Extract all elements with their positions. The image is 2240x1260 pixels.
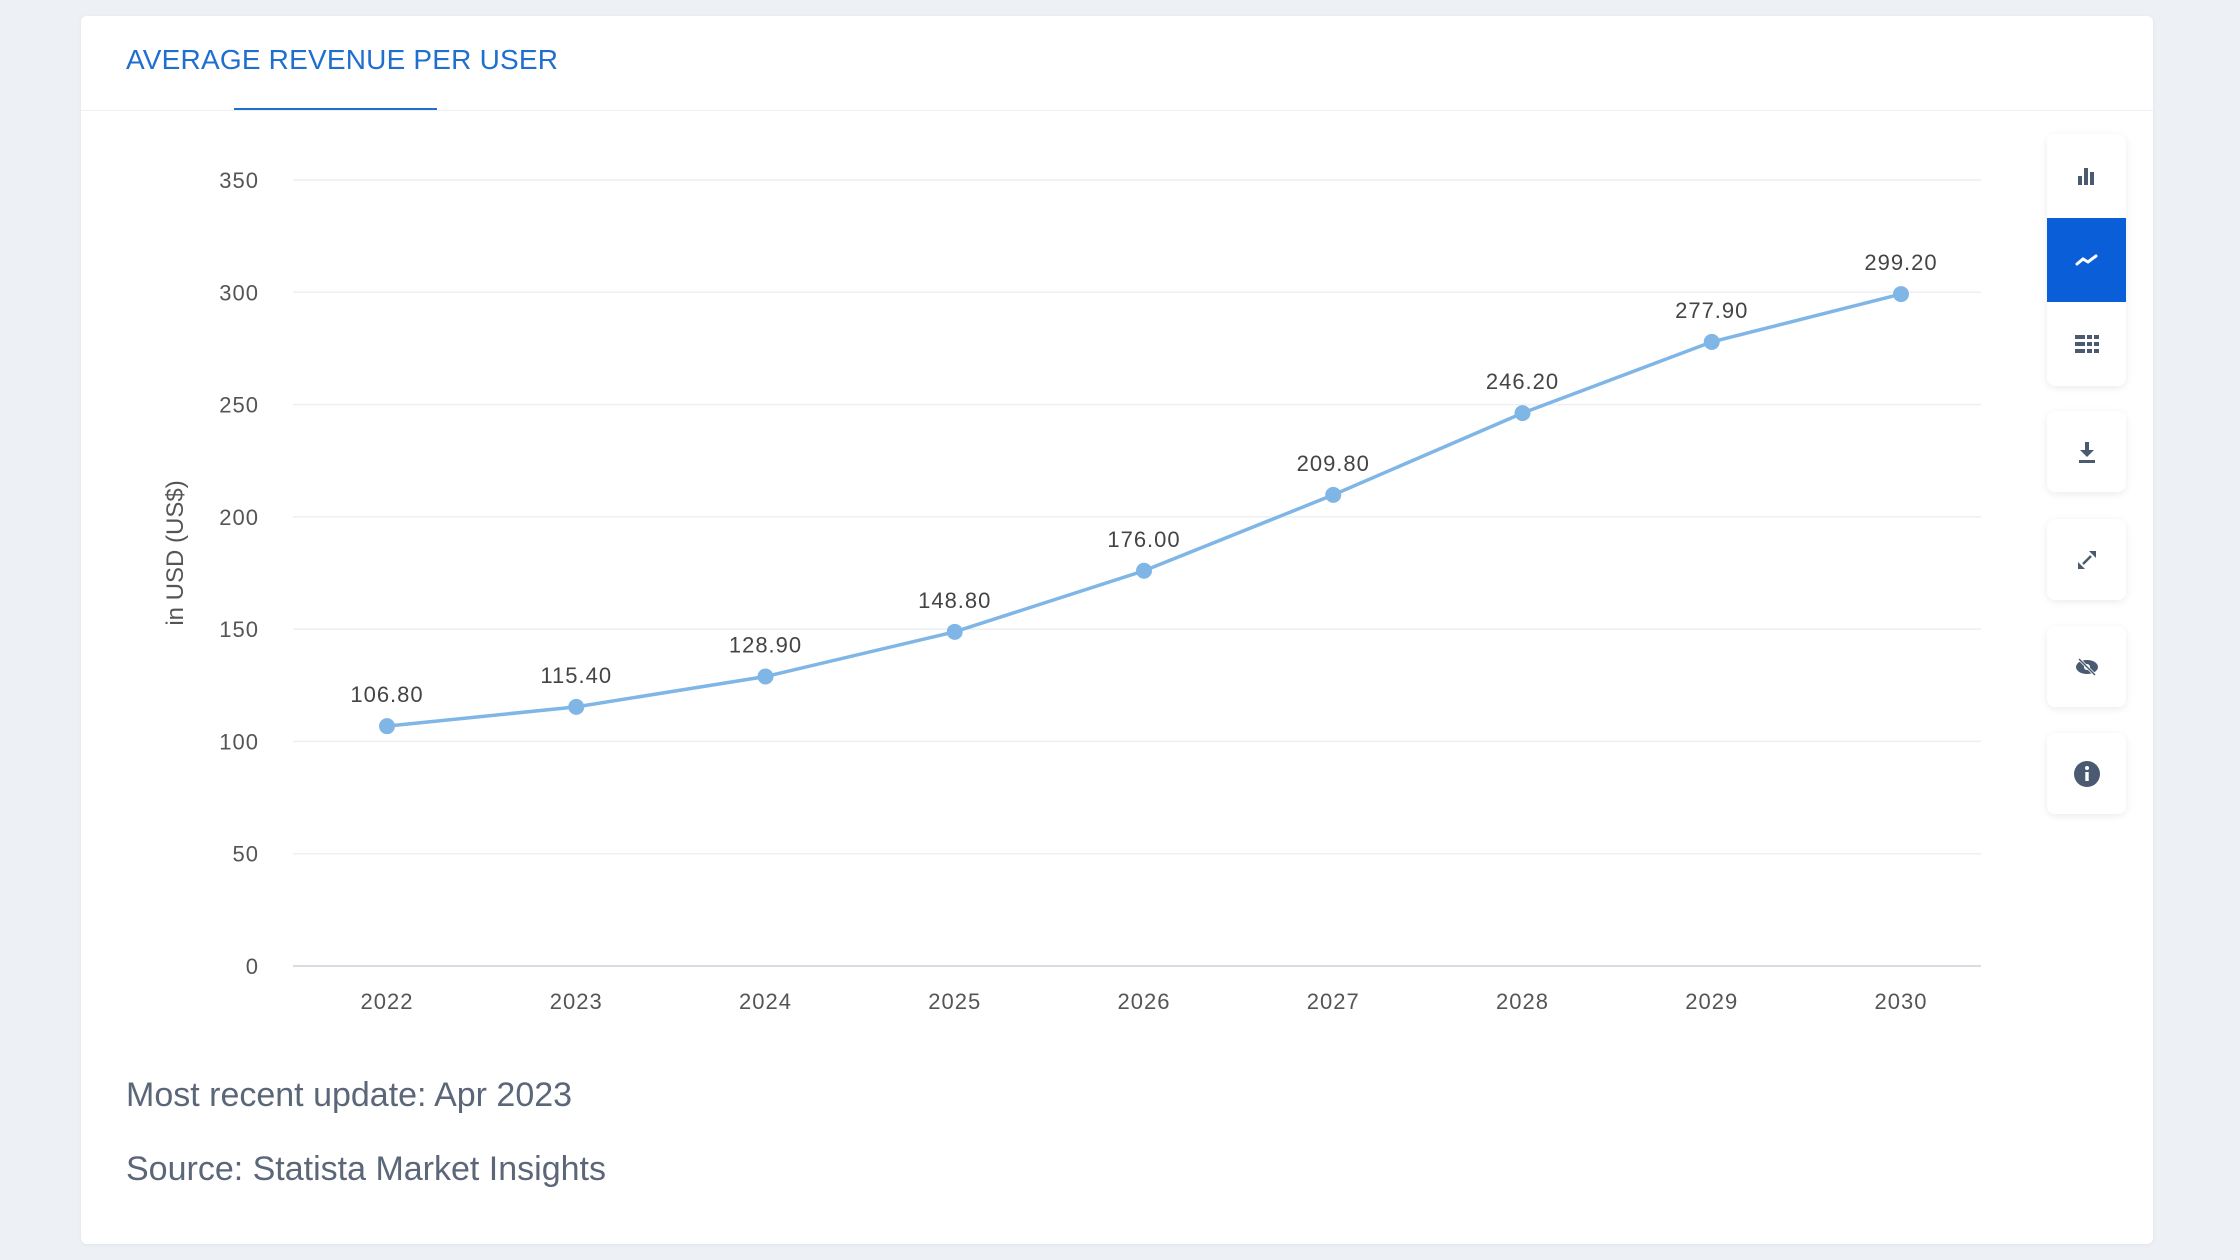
series-line [386,292,1902,728]
y-tick-label: 250 [219,393,259,418]
line-chart: 0 50 100 150 200 250 300 350 2022 2023 2024 2025 202… [162,168,1981,1014]
data-point [1703,333,1720,350]
data-point [757,668,774,685]
chart-type-group [2047,134,2126,386]
x-tick-label: 2022 [361,989,414,1014]
data-point [946,623,963,640]
header-divider [81,110,2153,111]
bar-chart-icon [2077,168,2094,185]
data-label: 277.90 [1675,298,1748,323]
data-label: 299.20 [1864,250,1937,275]
table-icon [2074,335,2099,353]
y-tick-label: 100 [219,729,259,754]
x-tick-label: 2023 [550,989,603,1014]
y-tick-label: 350 [219,168,259,193]
x-tick-label: 2030 [1875,989,1928,1014]
x-tick-label: 2026 [1118,989,1171,1014]
y-tick-label: 150 [219,617,259,642]
chart-card: AVERAGE REVENUE PER USER 0 50 100 150 200 250… [81,16,2153,1244]
data-label: 176.00 [1107,527,1180,552]
data-point [1893,286,1909,303]
data-label: 148.80 [918,588,991,613]
line-chart-button[interactable] [2047,218,2126,302]
data-label: 246.20 [1486,369,1559,394]
source-note: Source: Statista Market Insights [126,1150,606,1188]
data-label: 115.40 [540,663,612,688]
data-label: 209.80 [1297,451,1370,476]
active-tab-indicator [234,108,437,111]
data-point [1514,405,1531,422]
fullscreen-button[interactable] [2047,519,2126,600]
hide-icon [2075,657,2098,676]
line-chart-icon [2075,254,2097,266]
y-tick-label: 200 [219,505,259,530]
y-tick-label: 300 [219,280,259,305]
data-point [568,698,585,715]
download-button[interactable] [2047,411,2126,492]
data-label: 106.80 [350,682,423,707]
y-tick-label: 0 [246,954,259,979]
info-icon [2073,760,2100,787]
table-button[interactable] [2047,302,2126,386]
data-point [379,718,395,735]
download-icon [2078,441,2095,463]
bar-chart-button[interactable] [2047,134,2126,218]
expand-icon [2077,550,2096,569]
info-button[interactable] [2047,733,2126,814]
x-tick-label: 2028 [1496,989,1549,1014]
y-axis-label: in USD (US$) [162,480,189,625]
data-point [1136,562,1152,579]
data-point [1325,486,1342,503]
x-tick-label: 2029 [1685,989,1738,1014]
x-tick-label: 2024 [739,989,792,1014]
hide-button[interactable] [2047,626,2126,707]
x-tick-label: 2025 [928,989,981,1014]
chart-title-tab[interactable]: AVERAGE REVENUE PER USER [126,44,559,75]
x-tick-label: 2027 [1307,989,1360,1014]
update-note: Most recent update: Apr 2023 [126,1076,573,1114]
data-label: 128.90 [729,633,802,658]
y-tick-label: 50 [233,842,259,867]
